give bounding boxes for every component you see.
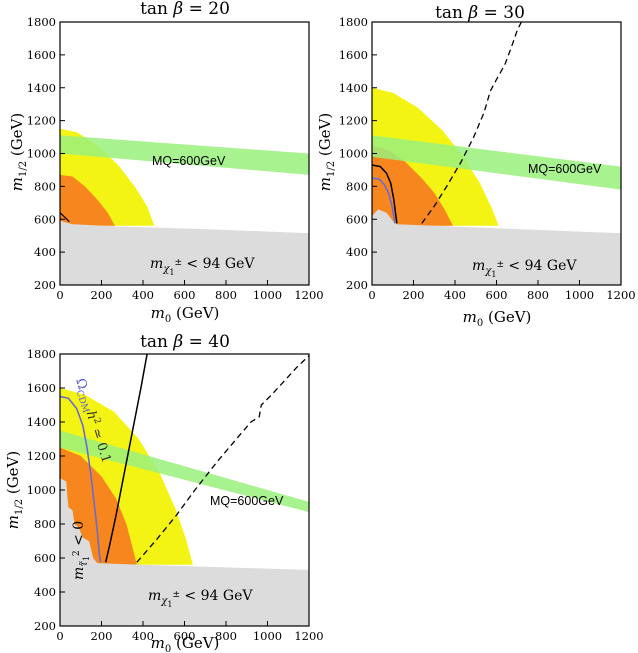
x-tick-label: 0 [368, 288, 375, 302]
y-tick-label: 1200 [339, 114, 368, 128]
y-tick-label: 1800 [27, 15, 56, 29]
y-tick-label: 600 [346, 212, 368, 226]
y-tick-label: 1600 [27, 381, 56, 395]
y-tick-label: 400 [34, 245, 56, 259]
excluded-region-20 [60, 220, 309, 285]
dashed-curve-40 [136, 355, 309, 563]
y-tick-label: 200 [346, 278, 368, 292]
stau-label-40: mτ̃12 < 0 [71, 521, 91, 580]
green-band-40 [60, 430, 309, 513]
title-20: tan β = 20 [140, 0, 230, 19]
x-tick-label: 200 [403, 288, 425, 302]
excluded-region-30 [372, 209, 621, 285]
black-line-40 [104, 354, 148, 563]
x-tick-label: 200 [91, 288, 113, 302]
mq-label-40: MQ=600GeV [210, 494, 284, 508]
ticks-20: 0 200 400 600 800 1000 12002004006008001000120… [27, 15, 324, 302]
y-tick-label: 1000 [27, 483, 56, 497]
ylabel-40: m1/2 (GeV) [4, 451, 25, 530]
x-tick-label: 600 [486, 288, 508, 302]
x-tick-label: 400 [132, 288, 154, 302]
relic-curve-blue-40 [60, 395, 102, 563]
green-band-20 [60, 135, 309, 175]
y-tick-label: 800 [346, 179, 368, 193]
orange-region-20 [60, 174, 115, 226]
y-tick-label: 800 [34, 179, 56, 193]
panel-tanb-40: 0 200 400 600 800 1000 12002004006008001000120… [4, 332, 324, 653]
y-tick-label: 1000 [27, 147, 56, 161]
ylabel-30: m1/2 (GeV) [316, 113, 337, 192]
ticks-30: 0 200 400 600 800 1000 12002004006008001000120… [339, 15, 636, 302]
x-tick-label: 400 [132, 629, 154, 643]
xlabel-30: m0 (GeV) [463, 308, 532, 329]
y-tick-label: 400 [34, 585, 56, 599]
y-tick-label: 1600 [27, 48, 56, 62]
x-tick-label: 800 [527, 288, 549, 302]
y-tick-label: 800 [34, 517, 56, 531]
x-tick-label: 600 [174, 629, 196, 643]
ticks-40: 0 200 400 600 800 1000 12002004006008001000120… [27, 347, 324, 643]
mq-label-30: MQ=600GeV [528, 162, 602, 176]
y-tick-label: 1600 [339, 48, 368, 62]
title-30: tan β = 30 [435, 3, 525, 23]
y-tick-label: 1800 [27, 347, 56, 361]
green-band-30 [372, 135, 621, 190]
y-tick-label: 1400 [27, 81, 56, 95]
y-tick-label: 1000 [339, 147, 368, 161]
panel-tanb-20: 0 200 400 600 800 1000 12002004006008001000120… [8, 0, 324, 325]
x-tick-label: 1000 [565, 288, 594, 302]
small-curve-20 [60, 212, 70, 223]
x-tick-label: 1200 [294, 629, 323, 643]
chargino-label-30: mχ1± < 94 GeV [472, 258, 577, 279]
x-tick-label: 1200 [294, 288, 323, 302]
x-tick-label: 1200 [606, 288, 635, 302]
y-tick-label: 200 [34, 278, 56, 292]
y-tick-label: 1400 [339, 81, 368, 95]
chargino-label-20: mχ1± < 94 GeV [150, 256, 255, 277]
x-tick-label: 800 [215, 629, 237, 643]
x-tick-label: 200 [91, 629, 113, 643]
y-tick-label: 200 [34, 619, 56, 633]
xlabel-20: m0 (GeV) [151, 304, 220, 325]
x-tick-label: 1000 [253, 288, 282, 302]
panel-tanb-30: 0 200 400 600 800 1000 12002004006008001000120… [316, 3, 636, 329]
x-tick-label: 0 [56, 288, 63, 302]
x-tick-label: 400 [444, 288, 466, 302]
y-tick-label: 1400 [27, 415, 56, 429]
xlabel-40: m0 (GeV) [151, 634, 220, 653]
y-tick-label: 1200 [27, 114, 56, 128]
y-tick-label: 400 [346, 245, 368, 259]
y-tick-label: 1200 [27, 449, 56, 463]
title-40: tan β = 40 [140, 332, 230, 352]
mq-label-20: MQ=600GeV [152, 154, 226, 168]
x-tick-label: 600 [174, 288, 196, 302]
relic-curve-blue-30 [372, 177, 396, 224]
relic-curve-black-30 [372, 164, 398, 224]
ylabel-20: m1/2 (GeV) [8, 113, 29, 192]
x-tick-label: 1000 [253, 629, 282, 643]
dashed-curve-30 [421, 22, 522, 224]
x-tick-label: 800 [215, 288, 237, 302]
excluded-region-40 [60, 478, 309, 626]
y-tick-label: 600 [34, 212, 56, 226]
x-tick-label: 0 [56, 629, 63, 643]
chargino-label-40: mχ1± < 94 GeV [148, 588, 253, 609]
y-tick-label: 1800 [339, 15, 368, 29]
y-tick-label: 600 [34, 551, 56, 565]
